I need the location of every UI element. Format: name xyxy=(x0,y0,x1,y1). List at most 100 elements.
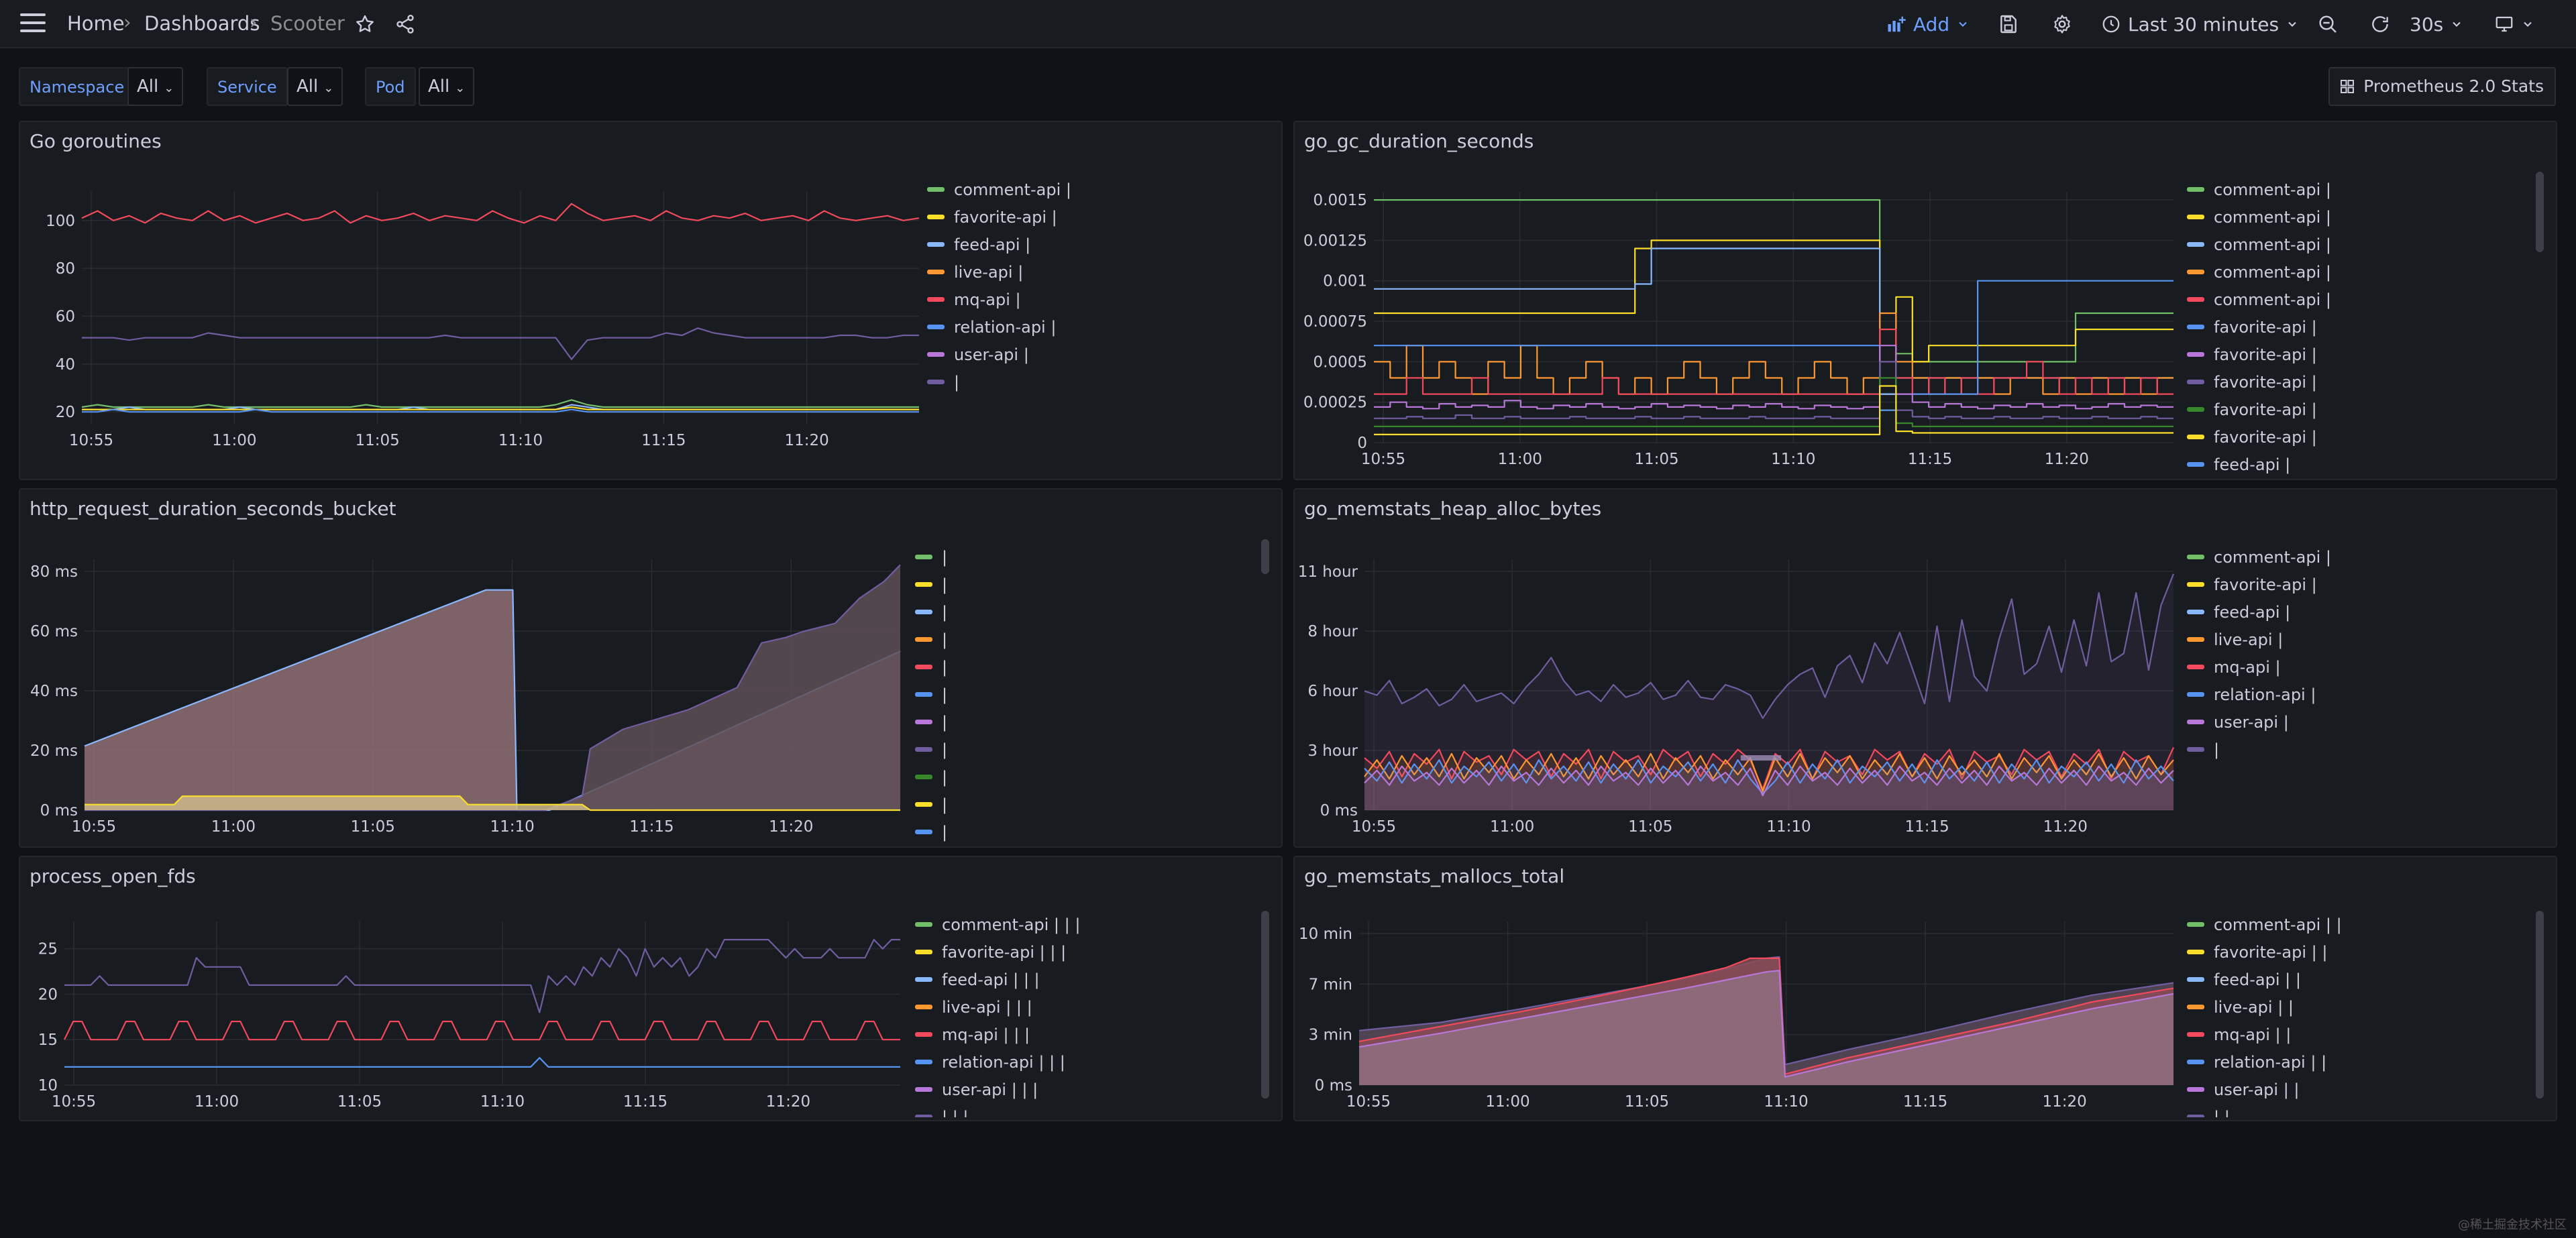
legend-item[interactable]: | xyxy=(915,791,1237,818)
legend-item[interactable]: | xyxy=(927,368,1249,396)
legend-item[interactable]: comment-api | | xyxy=(2187,911,2509,938)
refresh-icon[interactable] xyxy=(2365,9,2395,39)
legend-item[interactable]: | xyxy=(915,736,1237,763)
legend-swatch xyxy=(927,215,945,219)
legend-label: comment-api | xyxy=(2214,547,2332,567)
chart-plot[interactable]: 0 ms 3 min 7 min 10 min 10:55 11:00 11:05 11:10… xyxy=(1295,857,2557,1121)
legend-item[interactable]: live-api | | xyxy=(2187,993,2509,1021)
legend-item[interactable]: | xyxy=(915,653,1237,681)
panel-process-open-fds[interactable]: process_open_fds 10 15 20 25 10:55 11:00 11:05… xyxy=(19,856,1283,1121)
legend-item[interactable]: user-api | xyxy=(2187,708,2509,736)
legend-item[interactable]: favorite-api | xyxy=(927,203,1249,231)
legend-item[interactable]: user-api | xyxy=(927,341,1249,368)
legend-item[interactable]: | xyxy=(915,571,1237,598)
legend-item[interactable]: favorite-api | | xyxy=(2187,938,2509,966)
panel-go-gc-duration[interactable]: go_gc_duration_seconds 0 0.00025 0.0005 0.0… xyxy=(1293,121,2557,480)
legend-item[interactable]: user-api | | | xyxy=(915,1076,1237,1103)
menu-icon[interactable] xyxy=(20,13,46,35)
x-tick-label: 11:05 xyxy=(351,818,395,836)
legend-scrollbar[interactable] xyxy=(1261,539,1269,574)
breadcrumb-home[interactable]: Home xyxy=(67,12,125,35)
legend-item[interactable]: relation-api | xyxy=(927,313,1249,341)
legend-scrollbar[interactable] xyxy=(2536,172,2544,252)
chart-plot[interactable]: 20 40 60 80 100 10:55 11:00 11:05 11:10 11:15 11:2… xyxy=(20,122,1283,480)
legend-swatch xyxy=(915,1087,932,1092)
legend-swatch xyxy=(927,270,945,274)
legend-item[interactable]: | xyxy=(915,598,1237,626)
legend-item[interactable]: mq-api | xyxy=(2187,653,2509,681)
legend-item[interactable]: comment-api | xyxy=(2187,543,2509,571)
save-icon[interactable] xyxy=(1994,9,2023,39)
legend-item[interactable]: comment-api | xyxy=(2187,286,2509,313)
settings-icon[interactable] xyxy=(2047,9,2077,39)
legend-item[interactable]: | xyxy=(915,681,1237,708)
legend-item[interactable]: favorite-api | xyxy=(2187,313,2509,341)
x-tick-label: 11:15 xyxy=(623,1093,667,1111)
time-range-picker[interactable]: Last 30 minutes xyxy=(2101,9,2299,39)
zoom-out-icon[interactable] xyxy=(2313,9,2343,39)
legend-item[interactable]: user-api | | xyxy=(2187,1076,2509,1103)
panel-http-request-duration[interactable]: http_request_duration_seconds_bucket 0 m… xyxy=(19,488,1283,848)
legend-item[interactable]: feed-api | | | xyxy=(915,966,1237,993)
x-tick-label: 11:15 xyxy=(1908,451,1952,468)
panel-go-goroutines[interactable]: Go goroutines 20 40 60 80 100 10:55 11:00 11:05… xyxy=(19,121,1283,480)
legend-item[interactable]: feed-api | | xyxy=(2187,966,2509,993)
chart-plot[interactable]: 0 ms 20 ms 40 ms 60 ms 80 ms 10:55 11:00 11:05 1… xyxy=(20,490,1283,848)
legend-item[interactable]: favorite-api | xyxy=(2187,341,2509,368)
variable-label-pod: Pod xyxy=(365,67,416,106)
y-tick-label: 0.0015 xyxy=(1313,192,1367,209)
legend-item[interactable]: mq-api | | xyxy=(2187,1021,2509,1048)
legend-item[interactable]: favorite-api | xyxy=(2187,423,2509,451)
legend-scrollbar[interactable] xyxy=(1261,911,1269,1099)
legend-item[interactable]: feed-api | xyxy=(2187,451,2509,476)
legend-label: user-api | | xyxy=(2214,1080,2300,1099)
chart-plot[interactable]: 0 0.00025 0.0005 0.00075 0.001 0.00125 0.0015 1… xyxy=(1295,122,2557,480)
legend-label: comment-api | xyxy=(954,180,1072,199)
panel-go-memstats-heap[interactable]: go_memstats_heap_alloc_bytes 0 ms 3 hour 6… xyxy=(1293,488,2557,848)
legend-item[interactable]: | xyxy=(915,626,1237,653)
legend-item[interactable]: | xyxy=(915,763,1237,791)
legend-item[interactable]: comment-api | | | xyxy=(915,911,1237,938)
variable-select-service[interactable]: All ⌄ xyxy=(287,67,343,106)
legend-item[interactable]: live-api | xyxy=(927,258,1249,286)
legend-item[interactable]: mq-api | | | xyxy=(915,1021,1237,1048)
legend-scrollbar[interactable] xyxy=(2536,911,2544,1099)
legend-item[interactable]: | xyxy=(915,708,1237,736)
chart-plot[interactable]: 10 15 20 25 10:55 11:00 11:05 11:10 11:15 11:20 xyxy=(20,857,1283,1121)
chart-plot[interactable]: 0 ms 3 hour 6 hour 8 hour 11 hour 10:55 11:00 1… xyxy=(1295,490,2557,848)
legend-item[interactable]: | xyxy=(915,818,1237,844)
x-tick-label: 11:10 xyxy=(1771,451,1815,468)
legend-item[interactable]: favorite-api | xyxy=(2187,368,2509,396)
legend-item[interactable]: relation-api | | xyxy=(2187,1048,2509,1076)
share-icon[interactable] xyxy=(390,9,420,39)
refresh-interval-picker[interactable]: 30s xyxy=(2410,9,2463,39)
time-range-label: Last 30 minutes xyxy=(2128,13,2279,36)
legend-item[interactable]: comment-api | xyxy=(2187,231,2509,258)
panel-go-memstats-mallocs[interactable]: go_memstats_mallocs_total 0 ms 3 min 7 min… xyxy=(1293,856,2557,1121)
legend-item[interactable]: favorite-api | xyxy=(2187,396,2509,423)
legend-item[interactable]: | xyxy=(915,543,1237,571)
legend-item[interactable]: live-api | | | xyxy=(915,993,1237,1021)
legend-item[interactable]: comment-api | xyxy=(2187,258,2509,286)
legend-item[interactable]: feed-api | xyxy=(927,231,1249,258)
add-button[interactable]: Add xyxy=(1886,9,1970,39)
legend-item[interactable]: relation-api | | | xyxy=(915,1048,1237,1076)
dashboard-link-prometheus-stats[interactable]: Prometheus 2.0 Stats xyxy=(2328,67,2556,106)
legend-item[interactable]: | | xyxy=(2187,1103,2509,1117)
breadcrumb-dashboards[interactable]: Dashboards xyxy=(144,12,260,35)
legend-item[interactable]: comment-api | xyxy=(927,176,1249,203)
star-icon[interactable] xyxy=(350,9,380,39)
legend-item[interactable]: favorite-api | | | xyxy=(915,938,1237,966)
legend-item[interactable]: favorite-api | xyxy=(2187,571,2509,598)
view-mode-button[interactable] xyxy=(2494,9,2534,39)
variable-select-namespace[interactable]: All ⌄ xyxy=(127,67,184,106)
legend-item[interactable]: comment-api | xyxy=(2187,203,2509,231)
legend-item[interactable]: | | | xyxy=(915,1103,1237,1117)
legend-item[interactable]: mq-api | xyxy=(927,286,1249,313)
legend-item[interactable]: comment-api | xyxy=(2187,176,2509,203)
legend-item[interactable]: live-api | xyxy=(2187,626,2509,653)
legend-item[interactable]: feed-api | xyxy=(2187,598,2509,626)
legend-item[interactable]: | xyxy=(2187,736,2509,763)
legend-item[interactable]: relation-api | xyxy=(2187,681,2509,708)
variable-select-pod[interactable]: All ⌄ xyxy=(419,67,475,106)
